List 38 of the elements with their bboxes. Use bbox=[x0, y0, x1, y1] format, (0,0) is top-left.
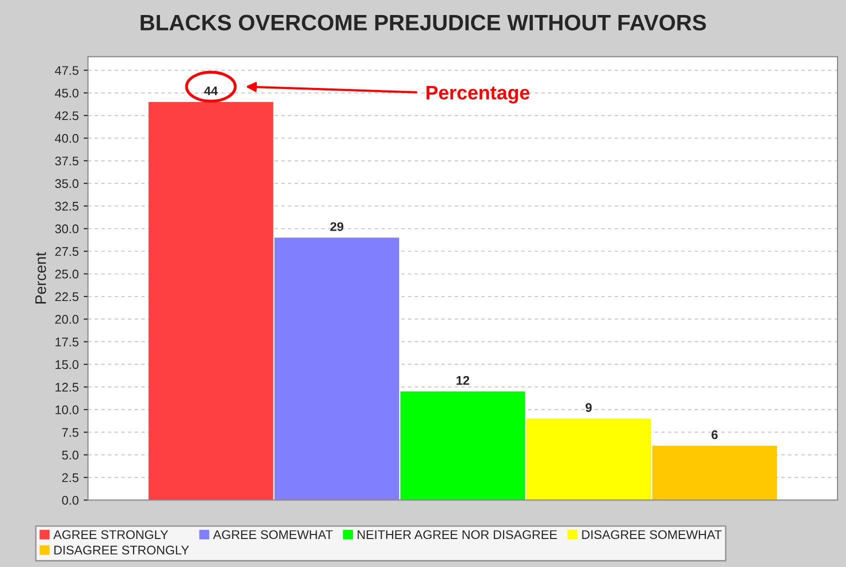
y-tick-label: 40.0 bbox=[54, 134, 78, 143]
legend-label: NEITHER AGREE NOR DISAGREE bbox=[358, 530, 557, 540]
legend-label: DISAGREE STRONGLY bbox=[54, 546, 189, 555]
annotation: Percentage bbox=[426, 86, 530, 104]
y-tick-label: 10.0 bbox=[56, 405, 78, 414]
y-tick-label: 47.5 bbox=[54, 66, 78, 75]
bar bbox=[148, 102, 274, 500]
y-tick-label: 35.0 bbox=[55, 179, 78, 188]
y-tick-label: 42.5 bbox=[54, 111, 78, 120]
y-tick-label: 25.0 bbox=[55, 270, 78, 279]
data-label: 44 bbox=[204, 86, 218, 96]
y-tick-label: 2.5 bbox=[62, 473, 78, 482]
legend-label: AGREE SOMEWHAT bbox=[213, 530, 333, 540]
y-tick-label: 5.0 bbox=[62, 450, 78, 460]
bar bbox=[652, 446, 777, 500]
y-tick-label: 7.5 bbox=[62, 428, 78, 437]
y-tick-label: 30.0 bbox=[55, 224, 78, 234]
legend-label: DISAGREE SOMEWHAT bbox=[582, 530, 722, 540]
bar bbox=[526, 418, 652, 500]
data-label: 6 bbox=[712, 430, 718, 440]
y-axis-title: Percent bbox=[35, 252, 46, 304]
y-tick-label: 15.0 bbox=[56, 360, 78, 370]
data-label: 12 bbox=[456, 376, 470, 385]
y-tick-label: 45.0 bbox=[54, 88, 78, 98]
y-tick-label: 22.5 bbox=[55, 292, 78, 302]
y-tick-label: 37.5 bbox=[55, 156, 78, 166]
data-label: 9 bbox=[586, 403, 592, 412]
chart-title: BLACKS OVERCOME PREJUDICE WITHOUT FAVORS bbox=[140, 14, 706, 30]
bar bbox=[400, 392, 526, 500]
legend-label: AGREE STRONGLY bbox=[53, 530, 168, 540]
y-tick-label: 0.0 bbox=[62, 496, 78, 505]
bar bbox=[274, 238, 400, 500]
y-tick-label: 20.0 bbox=[55, 314, 78, 324]
y-tick-label: 12.5 bbox=[56, 382, 78, 392]
y-tick-label: 17.5 bbox=[56, 338, 78, 346]
y-tick-label: 32.5 bbox=[55, 202, 78, 211]
data-label: 29 bbox=[330, 222, 344, 232]
y-tick-label: 27.5 bbox=[55, 247, 78, 256]
